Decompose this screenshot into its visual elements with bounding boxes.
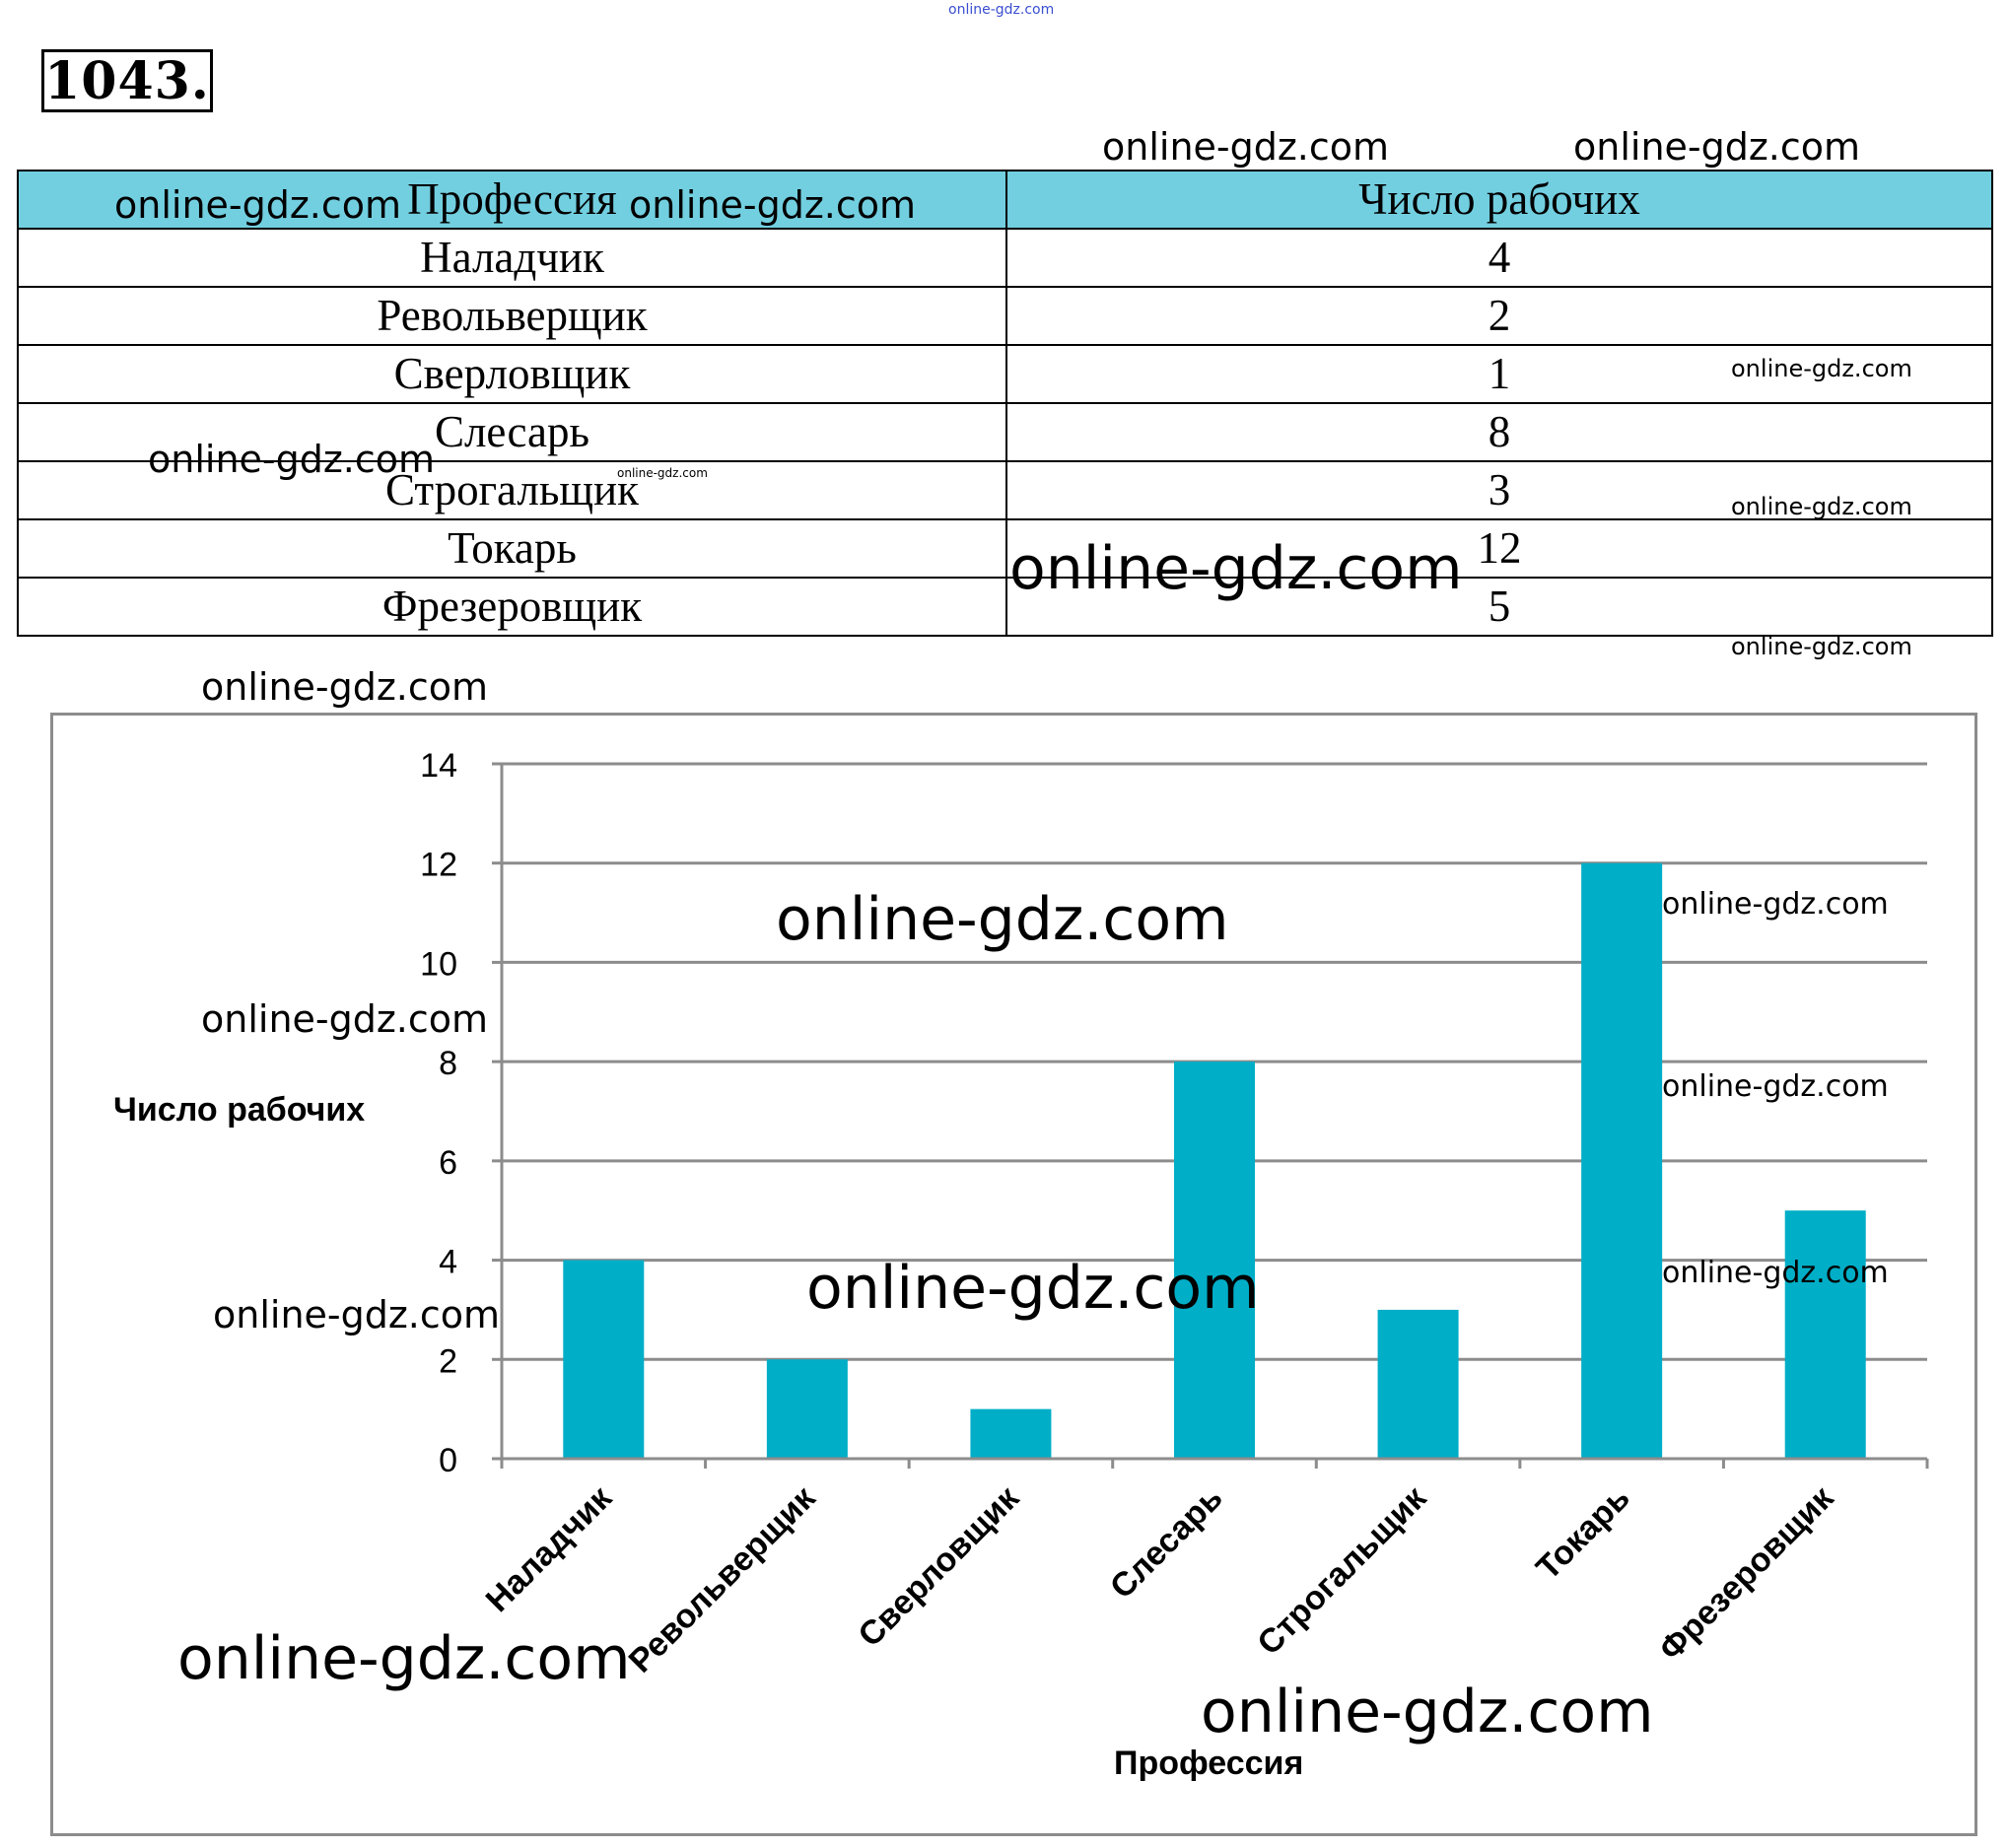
header-profession: Профессия <box>17 170 1007 230</box>
cell-count: 1 <box>1005 344 1993 404</box>
cell-profession: Сверловщик <box>17 344 1007 404</box>
problem-number: 1043. <box>41 49 213 112</box>
cell-profession: Токарь <box>17 518 1007 579</box>
x-tick-label: Фрезеровщик <box>1652 1478 1841 1668</box>
x-tick-label: Сверловщик <box>851 1478 1026 1654</box>
table-row: Слесарь 8 <box>17 402 1993 462</box>
table-row: Наладчик 4 <box>17 228 1993 288</box>
y-tick-label: 12 <box>420 847 457 884</box>
cell-count: 3 <box>1005 460 1993 520</box>
cell-profession: Слесарь <box>17 402 1007 462</box>
watermark: online-gdz.com <box>1201 1677 1654 1746</box>
y-tick-label: 0 <box>439 1442 457 1479</box>
watermark: online-gdz.com <box>617 466 708 480</box>
cell-profession: Фрезеровщик <box>17 577 1007 637</box>
cell-count: 4 <box>1005 228 1993 288</box>
watermark: online-gdz.com <box>1662 887 1889 922</box>
table-row: Револьверщик 2 <box>17 286 1993 346</box>
cell-count: 5 <box>1005 577 1993 637</box>
y-tick-label: 10 <box>420 945 457 983</box>
watermark: online-gdz.com <box>948 2 1055 18</box>
y-tick-label: 14 <box>420 747 457 785</box>
watermark: online-gdz.com <box>806 1254 1260 1323</box>
cell-count: 12 <box>1005 518 1993 579</box>
table-row: Токарь 12 <box>17 518 1993 579</box>
y-tick-label: 6 <box>439 1144 457 1182</box>
x-tick-label: Строгальщик <box>1250 1478 1434 1663</box>
x-tick-label: Слесарь <box>1103 1479 1230 1607</box>
watermark: online-gdz.com <box>1102 125 1390 169</box>
watermark: online-gdz.com <box>177 1624 631 1693</box>
table-row: Сверловщик 1 <box>17 344 1993 404</box>
watermark: online-gdz.com <box>1573 125 1861 169</box>
x-axis-label: Профессия <box>1114 1745 1303 1782</box>
y-tick-label: 4 <box>439 1244 457 1281</box>
y-tick-label: 2 <box>439 1342 457 1380</box>
cell-count: 8 <box>1005 402 1993 462</box>
bar <box>1377 1309 1459 1459</box>
data-table: Профессия Число рабочих Наладчик 4 Револь… <box>17 170 1993 637</box>
watermark: online-gdz.com <box>776 885 1229 954</box>
watermark: online-gdz.com <box>114 183 402 227</box>
watermark: online-gdz.com <box>201 997 489 1041</box>
bar <box>1784 1210 1866 1459</box>
table-row: Строгальщик 3 <box>17 460 1993 520</box>
bar <box>1174 1061 1255 1459</box>
cell-profession: Наладчик <box>17 228 1007 288</box>
cell-count: 2 <box>1005 286 1993 346</box>
bar <box>563 1260 645 1459</box>
y-tick-label: 8 <box>439 1045 457 1082</box>
bar <box>766 1359 848 1459</box>
watermark: online-gdz.com <box>629 183 917 227</box>
bar <box>1581 862 1663 1459</box>
table-header-row: Профессия Число рабочих <box>17 170 1993 230</box>
x-tick-label: Токарь <box>1529 1479 1637 1588</box>
watermark: online-gdz.com <box>1662 1256 1889 1290</box>
cell-profession: Револьверщик <box>17 286 1007 346</box>
watermark: online-gdz.com <box>1662 1069 1889 1104</box>
watermark: online-gdz.com <box>201 665 489 709</box>
header-worker-count: Число рабочих <box>1005 170 1993 230</box>
watermark: online-gdz.com <box>1731 493 1912 520</box>
watermark: online-gdz.com <box>1009 534 1463 603</box>
y-axis-label: Число рабочих <box>113 1091 365 1129</box>
x-tick-label: Револьверщик <box>622 1478 824 1680</box>
watermark: online-gdz.com <box>148 438 436 481</box>
watermark: online-gdz.com <box>1731 355 1912 382</box>
bar <box>970 1408 1052 1459</box>
x-tick-label: Наладчик <box>479 1478 620 1619</box>
cell-profession: Строгальщик <box>17 460 1007 520</box>
watermark: online-gdz.com <box>1731 633 1912 660</box>
table-row: Фрезеровщик 5 <box>17 577 1993 637</box>
watermark: online-gdz.com <box>213 1293 501 1336</box>
chart-frame <box>50 713 1977 1836</box>
